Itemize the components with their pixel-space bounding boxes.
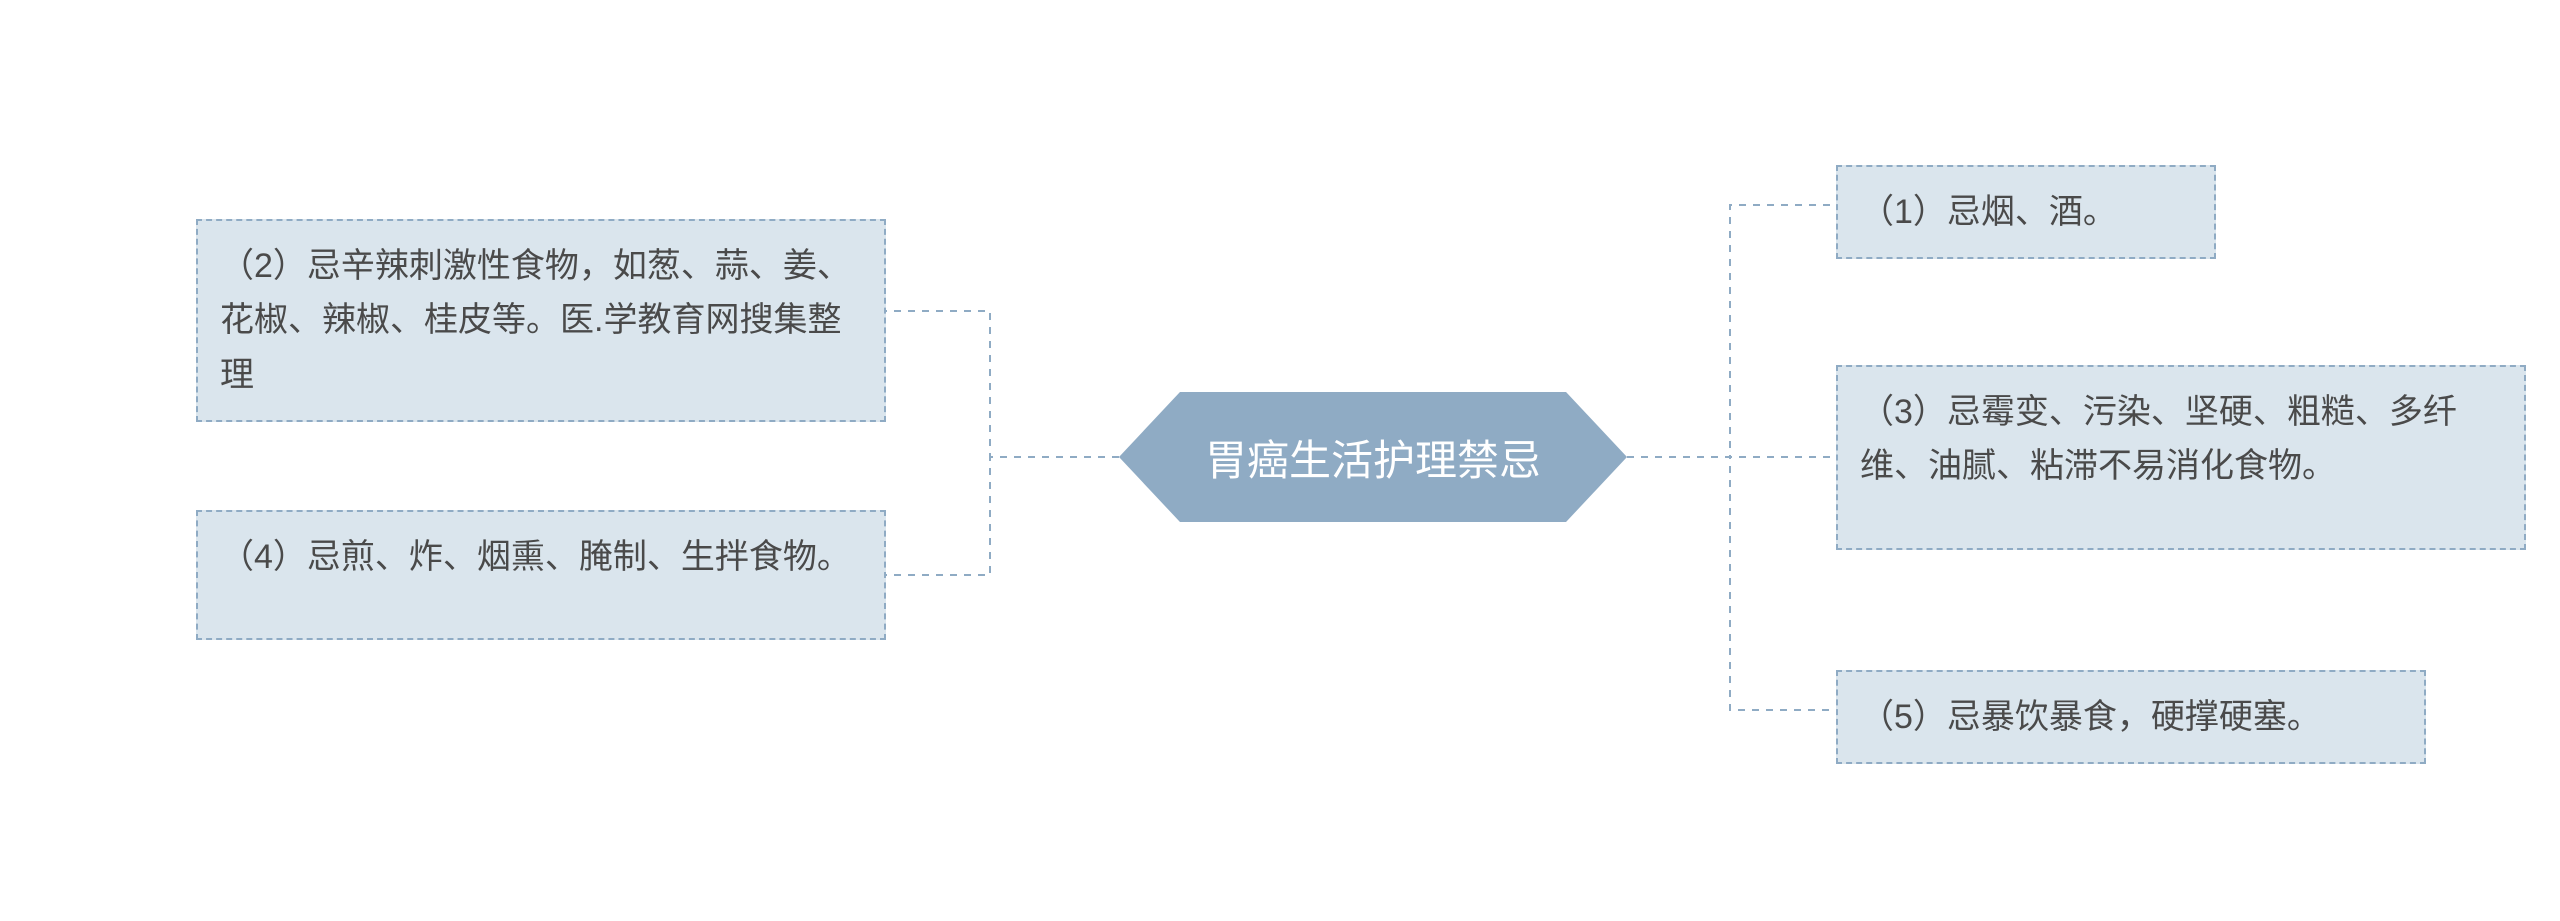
- leaf-node-n4: （4）忌煎、炸、烟熏、腌制、生拌食物。: [196, 510, 886, 640]
- leaf-node-n3: （3）忌霉变、污染、坚硬、粗糙、多纤维、油腻、粘滞不易消化食物。: [1836, 365, 2526, 550]
- mindmap-canvas: 胃癌生活护理禁忌 （2）忌辛辣刺激性食物，如葱、蒜、姜、花椒、辣椒、桂皮等。医.…: [0, 0, 2560, 921]
- leaf-node-n2: （2）忌辛辣刺激性食物，如葱、蒜、姜、花椒、辣椒、桂皮等。医.学教育网搜集整理: [196, 219, 886, 422]
- connector-path: [1627, 457, 1836, 710]
- leaf-text: （5）忌暴饮暴食，硬撑硬塞。: [1860, 698, 2321, 736]
- leaf-text: （1）忌烟、酒。: [1860, 193, 2117, 231]
- center-label: 胃癌生活护理禁忌: [1205, 427, 1541, 488]
- connector-path: [886, 457, 1119, 575]
- connector-path: [1627, 205, 1836, 457]
- center-node: 胃癌生活护理禁忌: [1119, 392, 1627, 522]
- leaf-node-n5: （5）忌暴饮暴食，硬撑硬塞。: [1836, 670, 2426, 764]
- connector-path: [886, 311, 1119, 457]
- leaf-text: （4）忌煎、炸、烟熏、腌制、生拌食物。: [220, 538, 851, 576]
- leaf-text: （3）忌霉变、污染、坚硬、粗糙、多纤维、油腻、粘滞不易消化食物。: [1860, 393, 2457, 485]
- leaf-node-n1: （1）忌烟、酒。: [1836, 165, 2216, 259]
- leaf-text: （2）忌辛辣刺激性食物，如葱、蒜、姜、花椒、辣椒、桂皮等。医.学教育网搜集整理: [220, 247, 851, 394]
